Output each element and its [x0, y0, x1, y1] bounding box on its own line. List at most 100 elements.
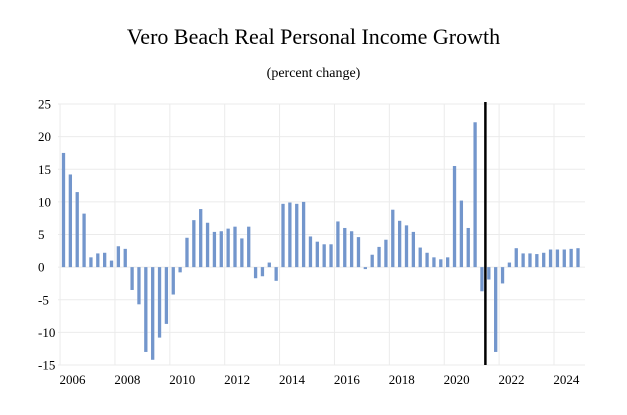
bar: [219, 231, 223, 268]
bar: [267, 262, 271, 268]
bar: [103, 252, 107, 268]
x-tick-label: 2016: [334, 372, 361, 387]
bar: [116, 246, 121, 268]
bar: [199, 209, 203, 268]
bar: [425, 252, 429, 268]
bar: [555, 249, 560, 268]
bar: [205, 222, 210, 268]
bar: [494, 267, 498, 352]
bar: [123, 248, 127, 268]
bar: [404, 225, 409, 268]
bar: [411, 231, 416, 268]
bar: [233, 226, 237, 268]
bar: [384, 239, 388, 268]
bar: [171, 267, 175, 295]
bar: [418, 247, 422, 268]
bar: [68, 174, 73, 268]
bar: [363, 267, 367, 270]
x-tick-label: 2014: [279, 372, 306, 387]
bar: [507, 262, 512, 268]
bars: [61, 122, 580, 360]
bar: [157, 267, 162, 338]
bar: [500, 267, 505, 284]
y-tick-label: 0: [38, 260, 45, 275]
bar: [432, 257, 436, 268]
bar: [260, 267, 265, 277]
bar: [329, 244, 333, 268]
x-tick-label: 2024: [553, 372, 580, 387]
bar: [542, 252, 546, 268]
bar: [391, 209, 395, 268]
y-axis-ticks: 25 20 15 10 5 0 -5 -10 -15: [38, 97, 55, 373]
bar: [178, 267, 182, 273]
bar: [226, 228, 230, 268]
bar: [569, 248, 573, 268]
y-tick-label: -10: [38, 325, 55, 340]
bar: [459, 200, 464, 268]
bar: [75, 192, 79, 268]
bar: [473, 122, 477, 268]
bar: [548, 249, 553, 268]
gridlines: [58, 103, 585, 366]
x-tick-label: 2022: [499, 372, 525, 387]
x-tick-label: 2020: [444, 372, 470, 387]
bar: [151, 267, 155, 360]
bar: [240, 238, 244, 268]
bar: [487, 267, 491, 280]
x-tick-label: 2010: [169, 372, 195, 387]
chart-subtitle: (percent change): [266, 66, 361, 81]
x-tick-label: 2006: [60, 372, 87, 387]
bar: [452, 165, 457, 268]
bar: [82, 213, 86, 268]
bar: [528, 253, 532, 268]
y-tick-label: 20: [38, 129, 51, 144]
chart-title: Vero Beach Real Personal Income Growth: [126, 24, 501, 49]
bar: [446, 257, 450, 268]
bar: [61, 152, 66, 268]
y-tick-label: 25: [38, 97, 51, 112]
bar: [274, 267, 278, 281]
bar: [336, 221, 340, 268]
x-tick-label: 2008: [114, 372, 140, 387]
x-tick-label: 2012: [224, 372, 250, 387]
bar: [301, 201, 306, 268]
bar: [295, 203, 299, 268]
bar: [281, 203, 285, 268]
bar: [288, 202, 292, 268]
bar: [370, 254, 374, 268]
bar: [349, 231, 354, 268]
bar: [322, 244, 326, 268]
bar: [535, 254, 539, 268]
x-tick-label: 2018: [389, 372, 415, 387]
bar: [164, 267, 169, 324]
bar: [562, 249, 566, 268]
bar: [480, 267, 484, 292]
bar: [397, 220, 402, 268]
x-axis-ticks: 2006 2008 2010 2012 2014 2016 2018 2020 2022 2024: [60, 372, 580, 387]
bar: [130, 267, 134, 290]
bar: [466, 227, 470, 268]
bar: [96, 253, 100, 268]
bar: [137, 267, 141, 305]
bar: [185, 237, 189, 268]
bar: [212, 231, 217, 268]
bar: [192, 220, 196, 268]
y-tick-label: 10: [38, 194, 51, 209]
bar: [144, 267, 148, 352]
y-tick-label: 15: [38, 162, 51, 177]
bar: [514, 248, 518, 268]
bar: [377, 246, 381, 268]
bar: [253, 267, 258, 279]
bar: [89, 257, 93, 268]
bar: [439, 259, 443, 268]
y-tick-label: -5: [38, 292, 49, 307]
bar: [576, 248, 580, 268]
bar: [343, 227, 347, 268]
bar: [247, 226, 251, 268]
y-tick-label: 5: [38, 227, 45, 242]
y-tick-label: -15: [38, 358, 55, 373]
bar: [308, 236, 313, 268]
bar: [109, 260, 114, 268]
bar: [315, 241, 319, 268]
